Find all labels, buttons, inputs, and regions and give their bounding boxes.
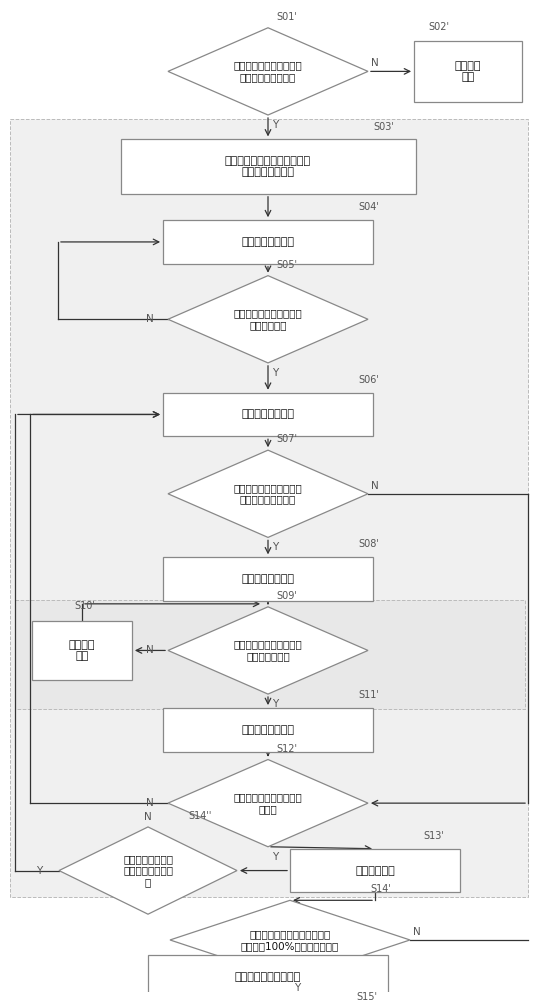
Polygon shape	[163, 220, 373, 264]
Text: 切换到另一个电池供电: 切换到另一个电池供电	[235, 972, 301, 982]
Text: S02': S02'	[428, 22, 449, 32]
Polygon shape	[168, 28, 368, 115]
Text: N: N	[146, 645, 154, 655]
Text: Y: Y	[272, 699, 278, 709]
Text: S05': S05'	[276, 260, 297, 270]
Polygon shape	[163, 393, 373, 436]
Text: S04': S04'	[358, 202, 379, 212]
Text: 打开电池互充功能: 打开电池互充功能	[242, 574, 294, 584]
Polygon shape	[163, 557, 373, 601]
Text: S07': S07'	[276, 434, 297, 444]
Text: 给正在使用的电池重置充电参
数进入预充电状态: 给正在使用的电池重置充电参 数进入预充电状态	[225, 156, 311, 177]
Text: 进入恒压充电状态: 进入恒压充电状态	[242, 409, 294, 419]
Text: N: N	[413, 927, 421, 937]
Text: 关闭电池互充功能: 关闭电池互充功能	[242, 725, 294, 735]
Text: Y: Y	[294, 983, 300, 993]
Text: S12': S12'	[276, 744, 297, 754]
Text: 获取充电状态信息，并判
断是否是有效充电器: 获取充电状态信息，并判 断是否是有效充电器	[233, 61, 302, 82]
Text: N: N	[144, 812, 152, 822]
Text: S11': S11'	[358, 690, 379, 700]
Polygon shape	[163, 708, 373, 752]
Text: Y: Y	[272, 542, 278, 552]
Text: Y: Y	[272, 852, 278, 862]
Polygon shape	[168, 607, 368, 694]
Text: N: N	[371, 58, 379, 68]
Text: 退出充电
状态: 退出充电 状态	[455, 61, 482, 82]
Polygon shape	[168, 276, 368, 363]
Polygon shape	[290, 849, 460, 892]
Text: S01': S01'	[276, 12, 297, 22]
Text: S13': S13'	[423, 831, 444, 841]
Polygon shape	[121, 139, 415, 194]
Text: N: N	[146, 314, 154, 324]
Text: S03': S03'	[373, 122, 394, 132]
Text: S14'': S14''	[188, 811, 211, 821]
Polygon shape	[32, 621, 132, 680]
Text: 判断电池电压是否大于第
一设定电压值: 判断电池电压是否大于第 一设定电压值	[233, 308, 302, 330]
Text: 判断另一个电池是否存在，且
其容量＜100%且＞设定容量值: 判断另一个电池是否存在，且 其容量＜100%且＞设定容量值	[241, 929, 339, 951]
Text: S14': S14'	[370, 884, 391, 894]
Polygon shape	[170, 900, 410, 980]
Text: S09': S09'	[276, 591, 297, 601]
Text: S08': S08'	[358, 539, 379, 549]
Text: 判断另一个电池的容量是
否＞设定容量值: 判断另一个电池的容量是 否＞设定容量值	[233, 640, 302, 661]
Polygon shape	[59, 827, 237, 914]
Polygon shape	[168, 450, 368, 537]
Text: S10': S10'	[74, 601, 95, 611]
Text: Y: Y	[36, 866, 42, 876]
Polygon shape	[10, 119, 528, 897]
Text: 进入充满状态: 进入充满状态	[355, 866, 395, 876]
Text: 判断另一个电池是否存在
且容量＜设定容量值: 判断另一个电池是否存在 且容量＜设定容量值	[233, 483, 302, 505]
Polygon shape	[148, 955, 388, 998]
Polygon shape	[168, 760, 368, 847]
Text: Y: Y	[272, 368, 278, 378]
Text: N: N	[146, 798, 154, 808]
Text: N: N	[371, 481, 379, 491]
Text: S15': S15'	[356, 992, 377, 1000]
Text: S06': S06'	[358, 375, 379, 385]
Text: Y: Y	[272, 120, 278, 130]
Polygon shape	[414, 41, 522, 102]
Text: 进入恒流充电状态: 进入恒流充电状态	[242, 237, 294, 247]
Text: 判断充电电流是否＜设定
电流值: 判断充电电流是否＜设定 电流值	[233, 792, 302, 814]
Polygon shape	[15, 600, 525, 709]
Text: 继续进行
互充: 继续进行 互充	[69, 640, 95, 661]
Text: 判断电池电压是否
小于第二设定电压
值: 判断电池电压是否 小于第二设定电压 值	[123, 854, 173, 887]
